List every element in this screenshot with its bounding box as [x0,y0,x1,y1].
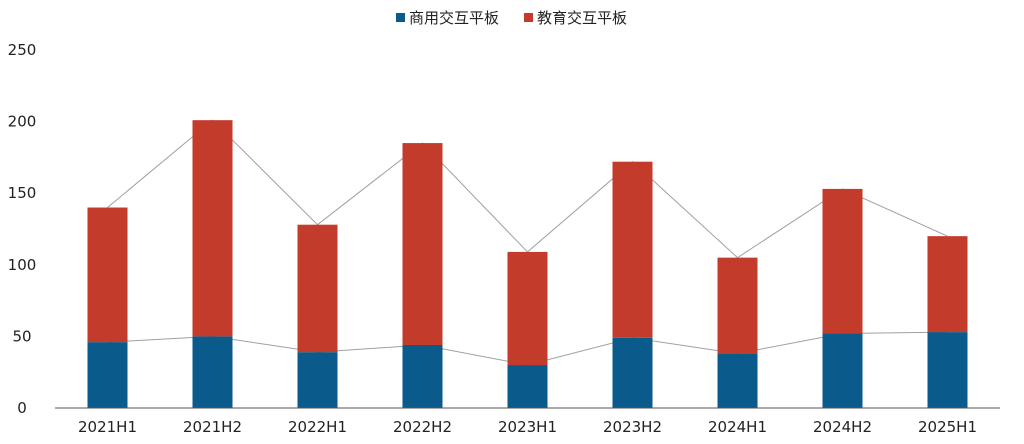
y-tick-label: 50 [12,327,31,345]
y-axis-ticks: 0 50 100 150 200 250 [8,41,37,417]
bar-segment [717,257,758,354]
bar-segment [717,353,758,408]
bar-segment [927,236,968,333]
legend: 商用交互平板 教育交互平板 [396,9,627,27]
x-tick-label: 2025H1 [918,418,977,436]
legend-label: 教育交互平板 [537,9,627,27]
connector-line-total [107,119,948,259]
bar-segment [507,251,548,366]
x-tick-label: 2021H1 [78,418,137,436]
x-axis-ticks: 2021H1 2021H2 2022H1 2022H2 2023H1 2023H2 2024… [78,418,977,436]
y-tick-label: 200 [8,113,37,131]
y-tick-label: 250 [8,41,37,59]
bar-segment [822,188,863,334]
bar-segment [612,161,653,338]
x-tick-label: 2022H1 [288,418,347,436]
bars [87,120,968,408]
bar-segment [192,336,233,408]
bar-segment [927,332,968,408]
legend-swatch [396,13,405,22]
bar-segment [402,143,443,345]
bar-segment [87,207,128,343]
bar-segment [822,333,863,408]
x-tick-label: 2023H2 [603,418,662,436]
y-tick-label: 0 [17,399,27,417]
x-tick-label: 2024H2 [813,418,872,436]
y-tick-label: 150 [8,184,37,202]
bar-segment [87,342,128,408]
x-tick-label: 2021H2 [183,418,242,436]
y-tick-label: 100 [8,256,37,274]
x-tick-label: 2022H2 [393,418,452,436]
bar-segment [612,337,653,408]
legend-label: 商用交互平板 [409,9,499,27]
bar-segment [297,224,338,353]
bar-segment [192,120,233,337]
x-tick-label: 2023H1 [498,418,557,436]
bar-segment [402,344,443,408]
bar-segment [507,365,548,408]
bar-segment [297,352,338,408]
legend-swatch [524,13,533,22]
x-tick-label: 2024H1 [708,418,767,436]
